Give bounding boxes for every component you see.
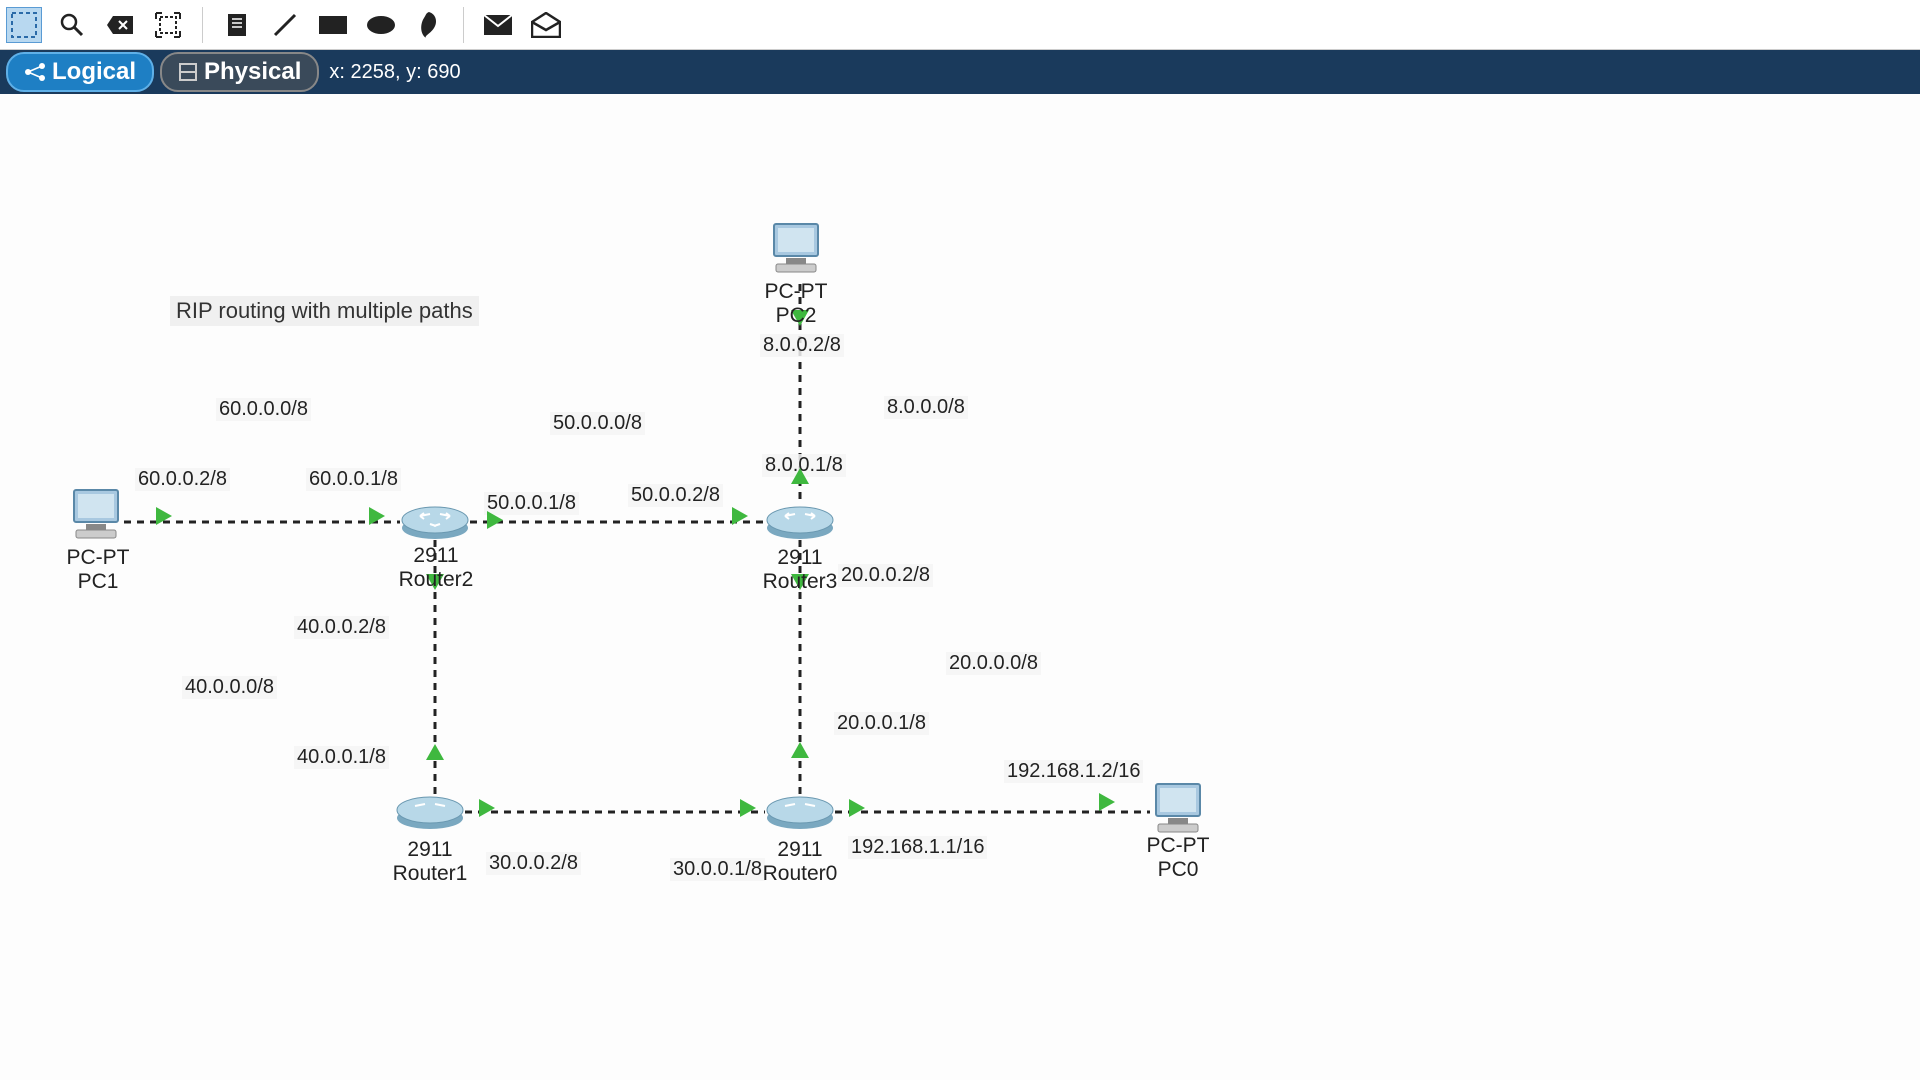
link-status-icon bbox=[426, 744, 444, 760]
pc0[interactable] bbox=[1150, 782, 1206, 834]
iface-label: 8.0.0.2/8 bbox=[760, 334, 844, 357]
device-label: PC-PTPC0 bbox=[1118, 834, 1238, 882]
separator bbox=[202, 7, 203, 43]
tab-logical-label: Logical bbox=[52, 58, 136, 86]
workspace-canvas[interactable]: RIP routing with multiple paths 60.0.0.0… bbox=[0, 94, 1920, 1080]
delete-icon[interactable] bbox=[102, 7, 138, 43]
iface-label: 192.168.1.2/16 bbox=[1004, 760, 1143, 783]
iface-label: 20.0.0.1/8 bbox=[834, 712, 929, 735]
link-status-icon bbox=[791, 742, 809, 758]
line-icon[interactable] bbox=[267, 7, 303, 43]
note-icon[interactable] bbox=[219, 7, 255, 43]
device-label: 2911Router1 bbox=[370, 838, 490, 886]
zoom-icon[interactable] bbox=[54, 7, 90, 43]
link-status-icon bbox=[156, 507, 172, 525]
mail-closed-icon[interactable] bbox=[480, 7, 516, 43]
link-status-icon bbox=[369, 507, 385, 525]
tab-physical-label: Physical bbox=[204, 58, 301, 86]
device-label: PC-PTPC2 bbox=[736, 280, 856, 328]
iface-label: 50.0.0.2/8 bbox=[628, 484, 723, 507]
iface-label: 40.0.0.1/8 bbox=[294, 746, 389, 769]
router3[interactable] bbox=[765, 504, 835, 540]
pc2[interactable] bbox=[768, 222, 824, 274]
device-label: 2911Router2 bbox=[376, 544, 496, 592]
link-status-icon bbox=[487, 511, 503, 529]
device-label: 2911Router3 bbox=[740, 546, 860, 594]
mail-open-icon[interactable] bbox=[528, 7, 564, 43]
view-bar: Logical Physical x: 2258, y: 690 bbox=[0, 50, 1920, 94]
coordinates: x: 2258, y: 690 bbox=[329, 61, 460, 84]
link-status-icon bbox=[732, 507, 748, 525]
separator bbox=[463, 7, 464, 43]
tab-physical[interactable]: Physical bbox=[160, 52, 319, 92]
select-tool-icon[interactable] bbox=[6, 7, 42, 43]
link-status-icon bbox=[479, 799, 495, 817]
toolbar bbox=[0, 0, 1920, 50]
net-label: 20.0.0.0/8 bbox=[946, 652, 1041, 675]
link-status-icon bbox=[1099, 793, 1115, 811]
router1[interactable] bbox=[395, 794, 465, 830]
net-label: 8.0.0.0/8 bbox=[884, 396, 968, 419]
router0[interactable] bbox=[765, 794, 835, 830]
freeform-icon[interactable] bbox=[411, 7, 447, 43]
router2[interactable] bbox=[400, 504, 470, 540]
tab-logical[interactable]: Logical bbox=[6, 52, 154, 92]
net-label: 60.0.0.0/8 bbox=[216, 398, 311, 421]
device-label: PC-PTPC1 bbox=[38, 546, 158, 594]
iface-label: 60.0.0.1/8 bbox=[306, 468, 401, 491]
link-status-icon bbox=[791, 468, 809, 484]
ellipse-icon[interactable] bbox=[363, 7, 399, 43]
links-layer bbox=[0, 94, 1920, 1080]
iface-label: 30.0.0.2/8 bbox=[486, 852, 581, 875]
iface-label: 40.0.0.2/8 bbox=[294, 616, 389, 639]
device-label: 2911Router0 bbox=[740, 838, 860, 886]
net-label: 40.0.0.0/8 bbox=[182, 676, 277, 699]
iface-label: 60.0.0.2/8 bbox=[135, 468, 230, 491]
resize-icon[interactable] bbox=[150, 7, 186, 43]
rect-icon[interactable] bbox=[315, 7, 351, 43]
net-label: 50.0.0.0/8 bbox=[550, 412, 645, 435]
annotation-text[interactable]: RIP routing with multiple paths bbox=[170, 296, 479, 326]
link-status-icon bbox=[849, 799, 865, 817]
pc1[interactable] bbox=[68, 488, 124, 540]
iface-label: 192.168.1.1/16 bbox=[848, 836, 987, 859]
link-status-icon bbox=[740, 799, 756, 817]
